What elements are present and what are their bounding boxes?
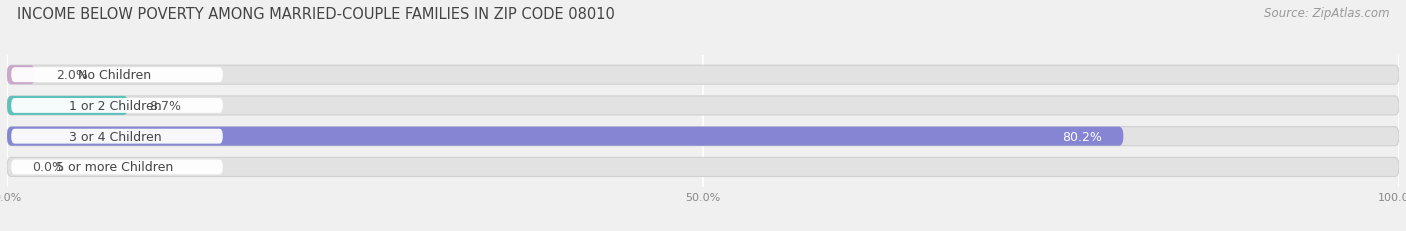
Text: 3 or 4 Children: 3 or 4 Children (69, 130, 162, 143)
Text: Source: ZipAtlas.com: Source: ZipAtlas.com (1264, 7, 1389, 20)
FancyBboxPatch shape (7, 127, 1399, 146)
Text: 1 or 2 Children: 1 or 2 Children (69, 100, 162, 112)
FancyBboxPatch shape (7, 97, 128, 116)
Text: No Children: No Children (79, 69, 152, 82)
Text: 8.7%: 8.7% (149, 100, 181, 112)
FancyBboxPatch shape (7, 66, 35, 85)
FancyBboxPatch shape (11, 68, 222, 83)
FancyBboxPatch shape (7, 158, 1399, 177)
Text: INCOME BELOW POVERTY AMONG MARRIED-COUPLE FAMILIES IN ZIP CODE 08010: INCOME BELOW POVERTY AMONG MARRIED-COUPL… (17, 7, 614, 22)
FancyBboxPatch shape (7, 97, 1399, 116)
Text: 80.2%: 80.2% (1063, 130, 1102, 143)
Text: 5 or more Children: 5 or more Children (56, 161, 173, 174)
Text: 2.0%: 2.0% (56, 69, 87, 82)
FancyBboxPatch shape (11, 99, 222, 113)
FancyBboxPatch shape (11, 160, 222, 175)
Text: 0.0%: 0.0% (32, 161, 65, 174)
FancyBboxPatch shape (11, 129, 222, 144)
FancyBboxPatch shape (7, 66, 1399, 85)
FancyBboxPatch shape (7, 127, 1123, 146)
